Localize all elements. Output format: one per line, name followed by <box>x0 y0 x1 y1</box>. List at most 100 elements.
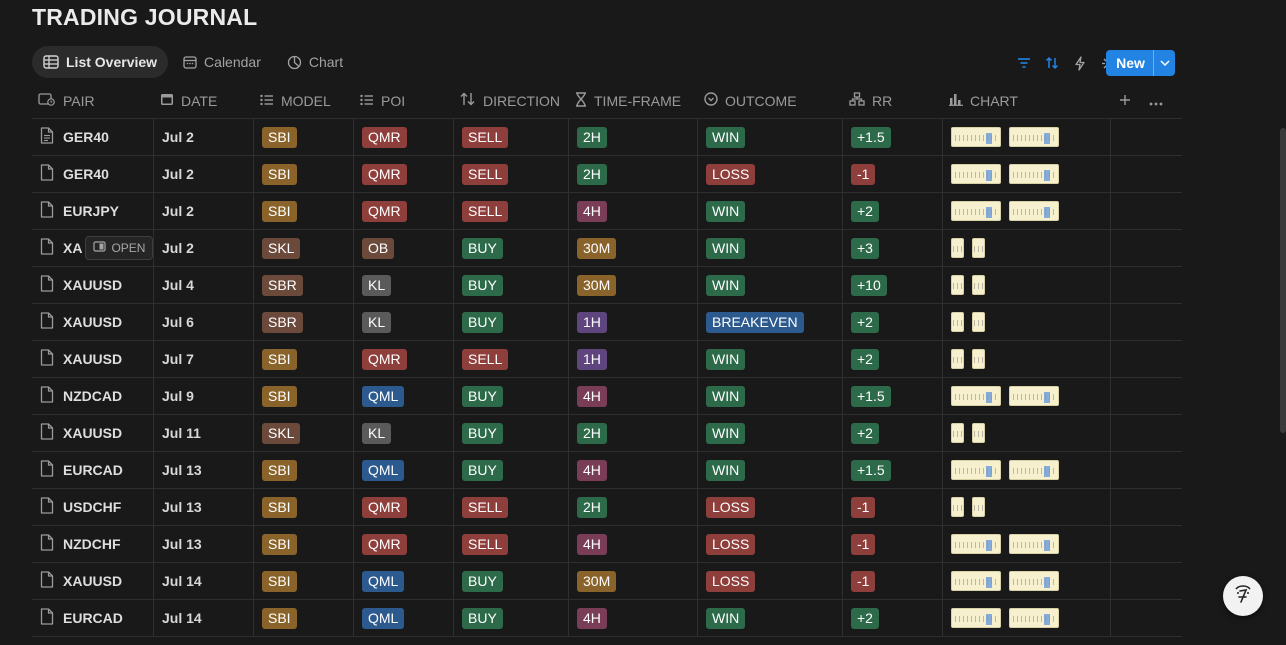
date-cell[interactable]: Jul 4 <box>154 267 254 303</box>
chart-thumbnail[interactable] <box>1009 201 1059 221</box>
pair-cell[interactable]: USDCHF <box>32 489 154 525</box>
chart-thumbnail[interactable] <box>972 275 985 295</box>
model-cell[interactable]: SBI <box>254 452 354 488</box>
chart-thumbnail[interactable] <box>972 238 985 258</box>
chart-thumbnail[interactable] <box>951 497 964 517</box>
table-row[interactable]: EURCAD Jul 13 SBI QML BUY 4H WIN +1.5 <box>32 452 1182 489</box>
model-cell[interactable]: SBI <box>254 119 354 155</box>
sort-icon[interactable] <box>1041 50 1063 76</box>
chart-thumbnail[interactable] <box>951 349 964 369</box>
table-row[interactable]: GER40 Jul 2 SBI QMR SELL 2H WIN +1.5 <box>32 119 1182 156</box>
poi-cell[interactable]: QMR <box>354 526 454 562</box>
outcome-cell[interactable]: WIN <box>698 193 843 229</box>
direction-cell[interactable]: BUY <box>454 267 569 303</box>
model-cell[interactable]: SKL <box>254 230 354 266</box>
outcome-cell[interactable]: LOSS <box>698 526 843 562</box>
rr-cell[interactable]: +10 <box>843 267 943 303</box>
pair-cell[interactable]: NZDCAD <box>32 378 154 414</box>
rr-cell[interactable]: +2 <box>843 415 943 451</box>
chart-thumbnail[interactable] <box>951 571 1001 591</box>
rr-cell[interactable]: +2 <box>843 600 943 636</box>
chart-thumbnail[interactable] <box>1009 386 1059 406</box>
outcome-cell[interactable]: WIN <box>698 267 843 303</box>
poi-cell[interactable]: QMR <box>354 156 454 192</box>
poi-cell[interactable]: QMR <box>354 489 454 525</box>
chart-cell[interactable] <box>943 341 1111 377</box>
model-cell[interactable]: SBI <box>254 378 354 414</box>
model-cell[interactable]: SBI <box>254 156 354 192</box>
chart-cell[interactable] <box>943 489 1111 525</box>
table-row[interactable]: USDCHF Jul 13 SBI QMR SELL 2H LOSS -1 <box>32 489 1182 526</box>
rr-cell[interactable]: +1.5 <box>843 378 943 414</box>
timeframe-cell[interactable]: 1H <box>569 304 698 340</box>
model-cell[interactable]: SBI <box>254 341 354 377</box>
poi-cell[interactable]: QML <box>354 452 454 488</box>
more-horizontal-icon[interactable] <box>1149 93 1163 109</box>
date-cell[interactable]: Jul 13 <box>154 452 254 488</box>
direction-cell[interactable]: SELL <box>454 341 569 377</box>
model-cell[interactable]: SBI <box>254 600 354 636</box>
chart-thumbnail[interactable] <box>951 127 1001 147</box>
table-row[interactable]: XAUUSD Jul 4 SBR KL BUY 30M WIN +10 <box>32 267 1182 304</box>
timeframe-cell[interactable]: 2H <box>569 156 698 192</box>
timeframe-cell[interactable]: 4H <box>569 452 698 488</box>
pair-cell[interactable]: NZDCHF <box>32 526 154 562</box>
direction-cell[interactable]: BUY <box>454 452 569 488</box>
column-header-poi[interactable]: POI <box>354 82 454 119</box>
date-cell[interactable]: Jul 2 <box>154 119 254 155</box>
date-cell[interactable]: Jul 14 <box>154 600 254 636</box>
poi-cell[interactable]: OB <box>354 230 454 266</box>
direction-cell[interactable]: BUY <box>454 304 569 340</box>
vertical-scrollbar[interactable] <box>1280 128 1286 433</box>
model-cell[interactable]: SBR <box>254 304 354 340</box>
timeframe-cell[interactable]: 30M <box>569 230 698 266</box>
filter-icon[interactable] <box>1013 50 1035 76</box>
chart-thumbnail[interactable] <box>1009 127 1059 147</box>
rr-cell[interactable]: +2 <box>843 341 943 377</box>
chart-cell[interactable] <box>943 452 1111 488</box>
rr-cell[interactable]: -1 <box>843 526 943 562</box>
rr-cell[interactable]: +3 <box>843 230 943 266</box>
timeframe-cell[interactable]: 4H <box>569 526 698 562</box>
chart-cell[interactable] <box>943 230 1111 266</box>
chart-thumbnail[interactable] <box>951 275 964 295</box>
table-row[interactable]: XAUUSD Jul 7 SBI QMR SELL 1H WIN +2 <box>32 341 1182 378</box>
chart-thumbnail[interactable] <box>1009 164 1059 184</box>
model-cell[interactable]: SBI <box>254 489 354 525</box>
model-cell[interactable]: SKL <box>254 415 354 451</box>
chart-cell[interactable] <box>943 304 1111 340</box>
column-header-rr[interactable]: RR <box>843 82 943 119</box>
chart-thumbnail[interactable] <box>951 201 1001 221</box>
chart-cell[interactable] <box>943 156 1111 192</box>
tab-list-overview[interactable]: List Overview <box>32 46 169 78</box>
rr-cell[interactable]: -1 <box>843 156 943 192</box>
column-header-pair[interactable]: PAIR <box>32 82 154 119</box>
timeframe-cell[interactable]: 2H <box>569 119 698 155</box>
column-header-chart[interactable]: CHART <box>943 82 1111 119</box>
rr-cell[interactable]: -1 <box>843 489 943 525</box>
table-row[interactable]: XAUUSD Jul 11 SKL KL BUY 2H WIN +2 <box>32 415 1182 452</box>
direction-cell[interactable]: SELL <box>454 526 569 562</box>
outcome-cell[interactable]: WIN <box>698 452 843 488</box>
rr-cell[interactable]: +2 <box>843 304 943 340</box>
date-cell[interactable]: Jul 2 <box>154 230 254 266</box>
poi-cell[interactable]: KL <box>354 415 454 451</box>
chart-thumbnail[interactable] <box>1009 571 1059 591</box>
date-cell[interactable]: Jul 13 <box>154 526 254 562</box>
pair-cell[interactable]: XA OPEN <box>32 230 154 266</box>
pair-cell[interactable]: XAUUSD <box>32 341 154 377</box>
poi-cell[interactable]: QML <box>354 563 454 599</box>
tab-calendar[interactable]: Calendar <box>172 46 272 78</box>
date-cell[interactable]: Jul 2 <box>154 193 254 229</box>
date-cell[interactable]: Jul 7 <box>154 341 254 377</box>
rr-cell[interactable]: +1.5 <box>843 119 943 155</box>
column-header-direction[interactable]: DIRECTION <box>454 82 569 119</box>
chart-thumbnail[interactable] <box>951 608 1001 628</box>
timeframe-cell[interactable]: 2H <box>569 415 698 451</box>
table-row[interactable]: EURCAD Jul 14 SBI QML BUY 4H WIN +2 <box>32 600 1182 637</box>
poi-cell[interactable]: KL <box>354 267 454 303</box>
outcome-cell[interactable]: WIN <box>698 230 843 266</box>
pair-cell[interactable]: GER40 <box>32 156 154 192</box>
pair-cell[interactable]: XAUUSD <box>32 267 154 303</box>
plus-icon[interactable] <box>1119 93 1131 109</box>
